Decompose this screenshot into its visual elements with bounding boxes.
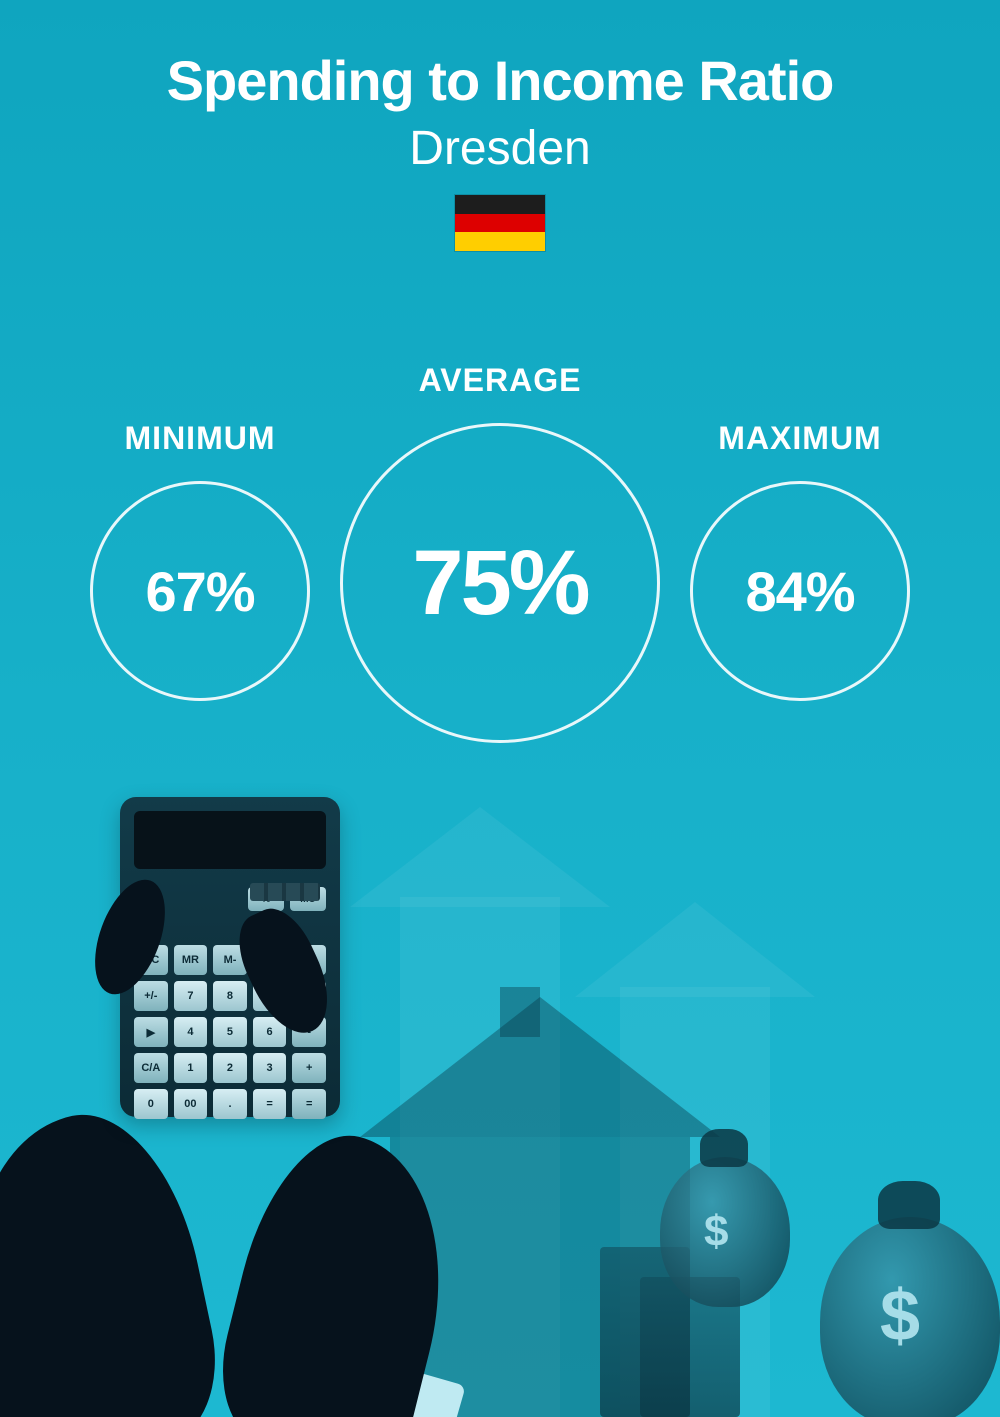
calculator-key: MR (174, 945, 208, 975)
page-title: Spending to Income Ratio (0, 0, 1000, 113)
stat-maximum-value: 84% (745, 559, 854, 624)
hand-left-icon (0, 1097, 233, 1417)
calculator-key: 2 (213, 1053, 247, 1083)
dollar-sign-icon: $ (704, 1207, 728, 1257)
calculator-key: × (292, 981, 326, 1011)
flag-stripe-top (455, 195, 545, 214)
calculator-key: MC (134, 945, 168, 975)
stat-average-label: AVERAGE (419, 362, 582, 399)
calculator-key: M- (213, 945, 247, 975)
flag-stripe-middle (455, 214, 545, 233)
house-body-icon (390, 1137, 690, 1417)
calculator-key: 4 (174, 1017, 208, 1047)
calculator-key: 00 (174, 1089, 208, 1119)
stat-average: AVERAGE 75% (340, 362, 660, 743)
calculator-key-grid: MCMRM-M+÷+/-789×▶456-C/A123+000.== (134, 945, 326, 1119)
thumb-left-icon (81, 870, 178, 1003)
calculator-key: M+ (253, 945, 287, 975)
calculator-key: MU (290, 887, 326, 911)
calculator-key: . (213, 1089, 247, 1119)
stat-average-circle: 75% (340, 423, 660, 743)
calculator-key: 9 (253, 981, 287, 1011)
cash-stack-icon (600, 1247, 690, 1417)
calculator-key: 1 (174, 1053, 208, 1083)
calculator-key: % (248, 887, 284, 911)
thumb-right-icon (226, 898, 344, 1045)
calculator-key: = (292, 1089, 326, 1119)
calculator-key: 3 (253, 1053, 287, 1083)
stat-maximum: MAXIMUM 84% (690, 362, 910, 701)
cuff-right-icon (254, 1331, 466, 1417)
money-bag-icon (660, 1157, 790, 1307)
illustration-area: $ $ %MU MCMRM-M+÷ +/-789× ▶456- C/A123+000.… (0, 737, 1000, 1417)
stat-minimum-label: MINIMUM (125, 420, 276, 457)
flag-stripe-bottom (455, 232, 545, 251)
calculator-key: 8 (213, 981, 247, 1011)
calculator-key: ÷ (292, 945, 326, 975)
germany-flag-icon (454, 194, 546, 252)
stat-maximum-circle: 84% (690, 481, 910, 701)
calculator-key: - (292, 1017, 326, 1047)
stat-minimum: MINIMUM 67% (90, 362, 310, 701)
calculator-solar-panel (250, 883, 320, 901)
background-arrow-icon (400, 897, 560, 1417)
cash-stack-icon (640, 1277, 740, 1417)
calculator-key: 7 (174, 981, 208, 1011)
stat-minimum-value: 67% (145, 559, 254, 624)
stat-minimum-circle: 67% (90, 481, 310, 701)
calculator-screen (134, 811, 326, 869)
calculator-key: 5 (213, 1017, 247, 1047)
dollar-sign-icon: $ (880, 1275, 920, 1357)
calculator-key: +/- (134, 981, 168, 1011)
calculator-key: = (253, 1089, 287, 1119)
stat-maximum-label: MAXIMUM (718, 420, 881, 457)
calculator-key: C/A (134, 1053, 168, 1083)
stat-average-value: 75% (412, 531, 587, 636)
house-roof-icon (360, 997, 720, 1137)
calculator-icon: %MU MCMRM-M+÷+/-789×▶456-C/A123+000.== (120, 797, 340, 1117)
stats-row: MINIMUM 67% AVERAGE 75% MAXIMUM 84% (0, 362, 1000, 743)
hand-right-icon (204, 1118, 475, 1417)
calculator-top-row: %MU (134, 887, 326, 911)
house-chimney-icon (500, 987, 540, 1037)
calculator-key: 6 (253, 1017, 287, 1047)
background-arrow-icon (620, 987, 770, 1417)
calculator-key: + (292, 1053, 326, 1083)
calculator-key: ▶ (134, 1017, 168, 1047)
calculator-key: 0 (134, 1089, 168, 1119)
cuff-left-icon (0, 1333, 195, 1417)
page-subtitle: Dresden (0, 121, 1000, 176)
money-bag-icon (820, 1217, 1000, 1417)
